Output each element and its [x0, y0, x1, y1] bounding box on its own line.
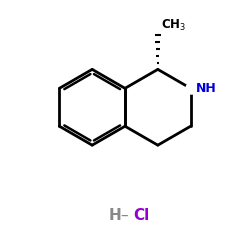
Text: CH$_3$: CH$_3$ — [161, 18, 186, 33]
Text: –: – — [120, 208, 128, 223]
Text: H: H — [108, 208, 121, 223]
Text: NH: NH — [196, 82, 217, 95]
Text: Cl: Cl — [134, 208, 150, 223]
